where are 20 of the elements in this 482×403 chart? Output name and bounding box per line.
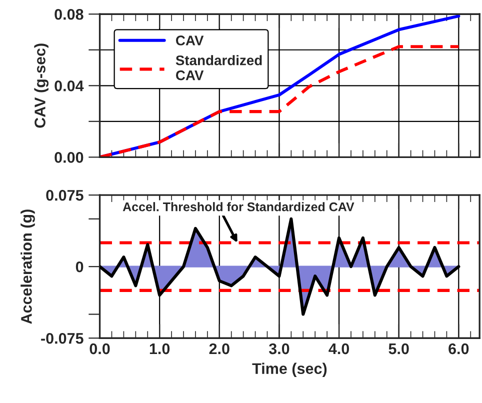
y-tick-label: -0.075 <box>41 332 84 344</box>
x-tick-label: 5.0 <box>388 343 409 354</box>
y-tick-label: 0.08 <box>54 8 84 20</box>
y-axis-title: Acceleration (g) <box>20 210 35 324</box>
line-series <box>100 45 460 158</box>
y-axis-title: CAV (g-sec) <box>34 44 49 128</box>
y-tick-label: 0 <box>76 261 84 272</box>
x-tick-label: 0.0 <box>90 343 110 354</box>
y-tick-label: 0.075 <box>46 190 84 201</box>
annotation: Accel. Threshold for Standardized CAV <box>122 202 354 212</box>
x-tick-label: 6.0 <box>448 343 469 354</box>
x-tick-label: 2.0 <box>209 343 230 354</box>
y-tick-label: 0.00 <box>54 152 84 163</box>
x-tick-label: 4.0 <box>328 343 350 354</box>
x-axis-title: Time (sec) <box>252 362 327 378</box>
x-tick-label: 3.0 <box>268 343 290 354</box>
legend-label: Standardized CAV <box>176 55 262 80</box>
legend-label: CAV <box>176 36 204 46</box>
y-tick-label: 0.04 <box>54 80 84 92</box>
x-tick-label: 1.0 <box>150 343 170 354</box>
